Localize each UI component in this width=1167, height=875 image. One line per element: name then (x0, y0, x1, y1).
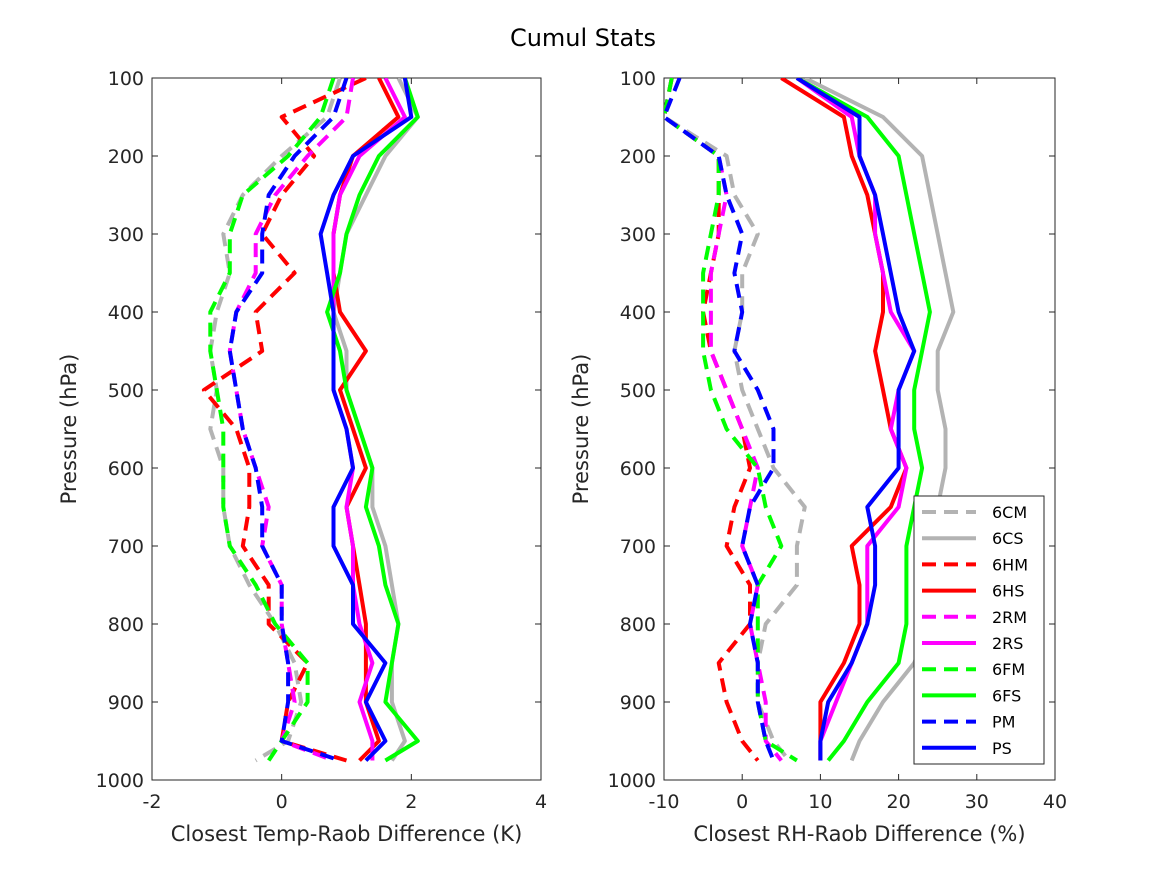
series-group (664, 78, 956, 763)
legend-box (913, 495, 1045, 765)
y-tick-label: 900 (620, 692, 656, 714)
series-line-6fs (795, 78, 932, 762)
x-tick-label: 10 (808, 791, 832, 813)
series-line-6cm (208, 78, 342, 763)
y-tick-label: 200 (108, 146, 144, 168)
y-tick-label: 800 (108, 614, 144, 636)
y-tick-label: 600 (620, 458, 656, 480)
y-axis-label: Pressure (hPa) (569, 354, 593, 505)
y-tick-label: 100 (620, 68, 656, 90)
axes-box (663, 77, 1056, 781)
legend-label: 6HM (992, 555, 1028, 574)
series-line-6hm (664, 78, 760, 762)
y-tick-label: 800 (620, 614, 656, 636)
y-tick-label: 300 (108, 224, 144, 246)
y-tick-label: 200 (620, 146, 656, 168)
x-tick-label: 4 (535, 791, 547, 813)
legend: 6CM 6CS 6HM 6HS 2RM 2RS 6FM 6FS PM PS (913, 495, 1045, 765)
y-tick-label: 300 (620, 224, 656, 246)
x-tick-label: -2 (143, 791, 162, 813)
series-line-ps (318, 78, 414, 762)
y-tick-label: 400 (620, 302, 656, 324)
series-line-pm (227, 78, 349, 763)
series-line-6fs (325, 78, 420, 763)
legend-label: PS (992, 739, 1012, 758)
series-line-ps (795, 78, 917, 761)
series-line-6hs (780, 78, 909, 761)
series-group (201, 78, 420, 763)
y-tick-label: 400 (108, 302, 144, 324)
temp-panel: -2 0 2 4 100 200 300 400 500 600 700 800 900 1000 Clos… (57, 68, 547, 846)
y-tick-label: 700 (620, 536, 656, 558)
legend-label: 6FS (992, 686, 1021, 705)
y-tick-label: 900 (108, 692, 144, 714)
y-axis-label: Pressure (hPa) (57, 354, 81, 505)
legend-label: 2RM (992, 608, 1027, 627)
x-axis-label: Closest Temp-Raob Difference (K) (171, 822, 523, 846)
x-tick-label: 0 (736, 791, 748, 813)
y-tick-label: 100 (108, 68, 144, 90)
x-tick-label: -10 (648, 791, 679, 813)
legend-label: 6FM (992, 660, 1025, 679)
x-axis-label: Closest RH-Raob Difference (%) (693, 822, 1025, 846)
y-tick-label: 700 (108, 536, 144, 558)
series-line-pm (664, 78, 776, 762)
legend-label: 2RS (992, 634, 1023, 653)
legend-label: 6CS (992, 529, 1024, 548)
x-tick-label: 30 (965, 791, 989, 813)
y-tick-label: 1000 (96, 770, 144, 792)
x-tick-label: 0 (276, 791, 288, 813)
y-tick-label: 500 (108, 380, 144, 402)
figure-title: Cumul Stats (510, 24, 656, 52)
y-tick-label: 500 (620, 380, 656, 402)
x-tick-label: 2 (405, 791, 417, 813)
legend-label: PM (992, 713, 1015, 732)
x-tick-label: 20 (887, 791, 911, 813)
legend-label: 6CM (992, 503, 1027, 522)
series-line-6cm (664, 78, 807, 762)
series-line-2rm (227, 78, 355, 763)
y-tick-label: 600 (108, 458, 144, 480)
y-tick-label: 1000 (608, 770, 656, 792)
x-tick-label: 40 (1043, 791, 1067, 813)
legend-label: 6HS (992, 582, 1024, 601)
